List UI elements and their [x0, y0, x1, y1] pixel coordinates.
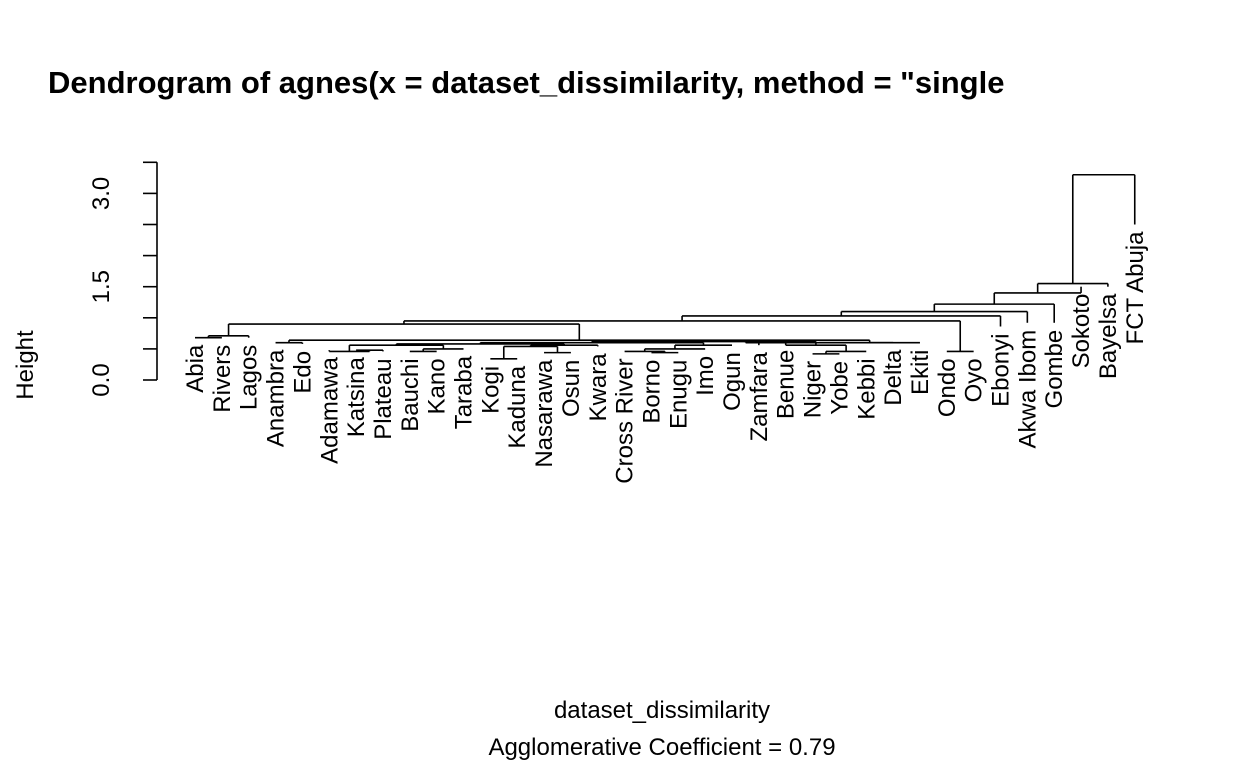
chart-title: Dendrogram of agnes(x = dataset_dissimil… — [48, 65, 1004, 100]
leaf-label: FCT Abuja — [1122, 231, 1149, 345]
leaf-label: Ogun — [719, 352, 746, 411]
leaf-label: Adamawa — [316, 357, 343, 464]
leaf-label: Kebbi — [853, 358, 880, 419]
dendrogram-tree — [195, 173, 1136, 360]
leaf-label: Imo — [692, 356, 719, 396]
leaf-label: Ebonyi — [988, 334, 1015, 407]
leaf-label: Sokoto — [1068, 294, 1095, 369]
leaf-label: Osun — [558, 360, 585, 417]
leaf-label: Zamfara — [746, 352, 773, 442]
leaf-label: Anambra — [263, 349, 290, 447]
leaf-label: Nasarawa — [531, 359, 558, 468]
leaf-label: Abia — [182, 344, 209, 393]
leaf-label: Yobe — [826, 361, 853, 415]
leaf-label: Rivers — [209, 345, 236, 413]
leaf-label: Borno — [638, 360, 665, 424]
leaf-labels: Abia Rivers Lagos Anambra Edo Adamawa Katsina P… — [182, 231, 1149, 484]
y-axis-label: Height — [12, 330, 39, 400]
leaf-label: Edo — [289, 351, 316, 394]
leaf-label: Niger — [800, 361, 827, 418]
coefficient-prefix: Agglomerative Coefficient = — [488, 734, 788, 761]
leaf-label: Oyo — [961, 358, 988, 402]
leaf-label: Enugu — [665, 360, 692, 429]
y-tick-label: 1.5 — [88, 270, 115, 303]
leaf-label: Taraba — [451, 355, 478, 429]
leaf-label: Kwara — [585, 353, 612, 422]
leaf-label: Bayelsa — [1095, 293, 1122, 379]
y-tick-label: 3.0 — [88, 177, 115, 210]
leaf-label: Ekiti — [907, 350, 934, 395]
y-axis: 0.0 1.5 3.0 — [88, 161, 158, 397]
leaf-label: Gombe — [1041, 330, 1068, 409]
leaf-label: Kogi — [477, 366, 504, 414]
leaf-label: Plateau — [370, 358, 397, 439]
leaf-label: Delta — [880, 349, 907, 406]
leaf-label: Katsina — [343, 357, 370, 438]
coefficient-value: 0.79 — [789, 734, 836, 761]
leaf-label: Benue — [773, 350, 800, 419]
leaf-label: Ondo — [934, 358, 961, 417]
leaf-label: Lagos — [236, 345, 263, 410]
leaf-label: Akwa Ibom — [1014, 330, 1041, 449]
leaf-label: Kaduna — [504, 365, 531, 448]
x-axis-label: dataset_dissimilarity — [554, 697, 770, 724]
leaf-label: Cross River — [612, 358, 639, 483]
agglomerative-coefficient: Agglomerative Coefficient = 0.79 — [488, 734, 835, 761]
leaf-label: Bauchi — [397, 358, 424, 431]
y-tick-label: 0.0 — [88, 363, 115, 396]
leaf-label: Kano — [424, 358, 451, 414]
